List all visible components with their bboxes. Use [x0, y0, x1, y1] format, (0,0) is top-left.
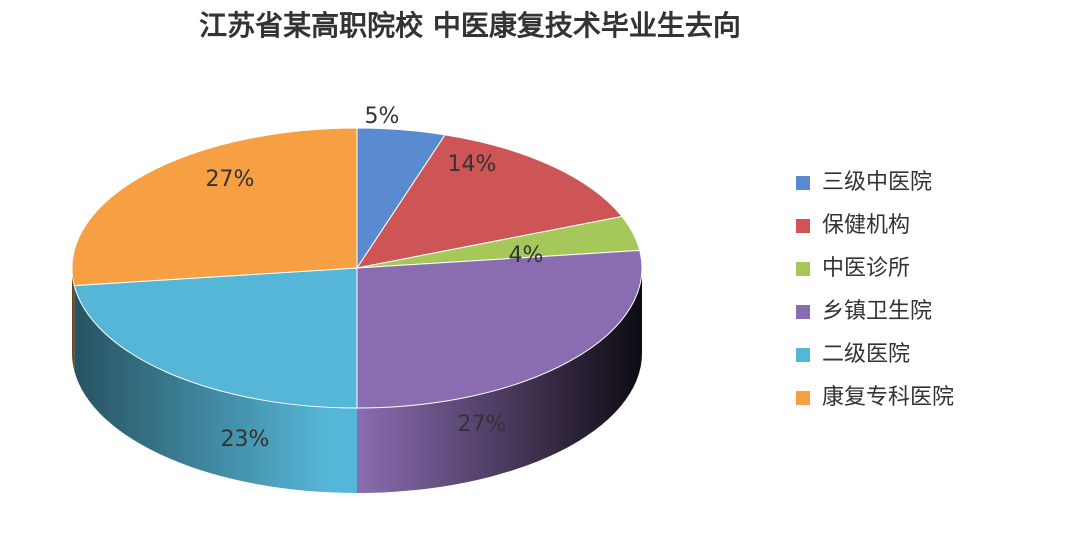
legend-swatch [796, 305, 810, 319]
data-label: 27% [206, 167, 255, 192]
data-label: 4% [509, 243, 544, 268]
legend-swatch [796, 391, 810, 405]
pie-slice [71, 127, 358, 287]
pie-side-shade [72, 268, 75, 371]
pie-side-shade [357, 268, 642, 493]
chart-title: 江苏省某高职院校 中医康复技术毕业生去向 [199, 9, 741, 42]
data-label: 23% [221, 427, 270, 452]
legend-swatch [796, 219, 810, 233]
data-label: 27% [458, 412, 507, 437]
pie-slice [73, 267, 358, 409]
legend-swatch [796, 262, 810, 276]
data-label: 14% [448, 152, 497, 177]
legend-label: 二级医院 [822, 342, 910, 367]
legend-label: 三级中医院 [822, 170, 932, 195]
data-label: 5% [365, 104, 400, 129]
legend-label: 乡镇卫生院 [822, 299, 932, 324]
legend-label: 保健机构 [822, 213, 910, 238]
pie-side-shade [74, 285, 357, 493]
pie-slice [355, 134, 623, 269]
pie-slice [356, 249, 643, 409]
legend-label: 中医诊所 [822, 256, 910, 281]
legend-swatch [796, 176, 810, 190]
legend-swatch [796, 348, 810, 362]
legend-label: 康复专科医院 [822, 385, 954, 410]
